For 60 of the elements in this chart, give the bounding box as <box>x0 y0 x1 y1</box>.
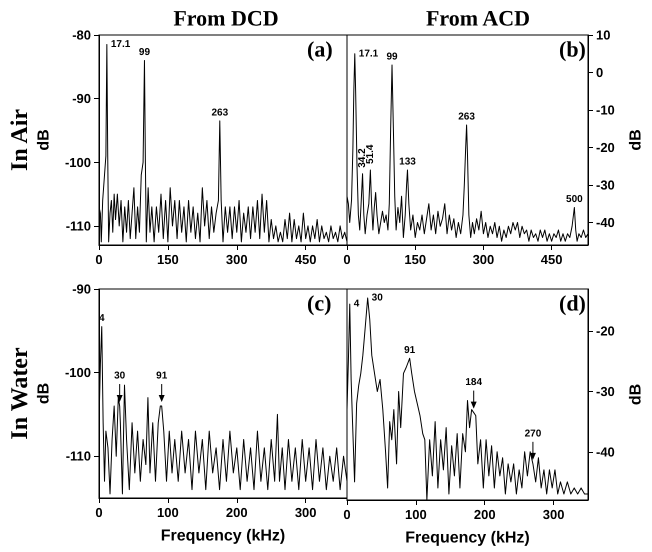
x-tick-label: 300 <box>472 252 494 267</box>
x-tick-label: 0 <box>343 252 351 267</box>
x-tick-label: 100 <box>157 505 179 520</box>
annotation: (c) <box>307 290 332 316</box>
annotation: 99 <box>138 46 150 58</box>
x-tick-label: 200 <box>474 507 496 522</box>
annotation: (a) <box>307 36 333 62</box>
annotation: 17.1 <box>358 48 379 60</box>
annotation: 91 <box>156 370 168 382</box>
y-tick-label: -90 <box>72 282 91 296</box>
y-tick-label: 0 <box>596 65 604 80</box>
annotation: 270 <box>524 428 542 440</box>
y-tick-label: -90 <box>72 91 91 106</box>
annotation: 4 <box>354 298 360 310</box>
x-tick-label: 200 <box>226 505 248 520</box>
x-tick-label: 0 <box>343 507 351 522</box>
y-tick-label: -40 <box>596 215 615 230</box>
y-tick-label: 10 <box>596 28 610 42</box>
y-tick-label: -110 <box>66 218 91 234</box>
y-axis-title: In Air dB <box>7 108 52 172</box>
chart-title: From DCD <box>173 6 279 30</box>
annotation: 30 <box>372 292 384 304</box>
y-tick-label: -40 <box>596 444 615 460</box>
x-tick-label: 0 <box>95 252 103 267</box>
annotation: (b) <box>559 36 586 62</box>
x-axis-title: Frequency (kHz) <box>405 530 530 546</box>
x-axis-title: Frequency (kHz) <box>160 528 286 544</box>
x-tick-label: 100 <box>405 507 427 522</box>
annotation: 30 <box>114 370 126 382</box>
x-tick-label: 150 <box>404 252 426 267</box>
chart-title: From ACD <box>426 6 530 30</box>
x-tick-label: 300 <box>226 252 248 267</box>
annotation: 500 <box>566 194 584 205</box>
annotation: 133 <box>399 156 416 168</box>
annotation: 51.4 <box>364 144 376 164</box>
y-tick-label: -110 <box>66 448 91 464</box>
x-tick-label: 450 <box>540 252 562 267</box>
x-tick-label: 300 <box>294 505 317 520</box>
annotation: 184 <box>465 377 482 388</box>
y-axis-title: In Water dB <box>7 347 52 440</box>
annotation: (d) <box>559 290 586 316</box>
annotation: 17.1 <box>110 39 131 50</box>
y-tick-label: -80 <box>72 28 91 42</box>
x-tick-label: 450 <box>294 252 317 267</box>
y-tick-label: -100 <box>64 365 91 380</box>
y-tick-label: -30 <box>596 384 615 399</box>
y-axis-title: dB <box>628 384 644 406</box>
y-tick-label: -10 <box>596 102 615 118</box>
annotation: 91 <box>404 344 416 356</box>
y-axis-title: dB <box>628 129 644 151</box>
annotation: 263 <box>211 107 229 118</box>
y-tick-label: -20 <box>596 140 615 155</box>
y-tick-label: -20 <box>596 324 615 339</box>
x-tick-label: 300 <box>542 507 564 522</box>
y-tick-label: -100 <box>64 154 91 170</box>
x-tick-label: 150 <box>157 252 179 267</box>
annotation: 99 <box>386 52 398 62</box>
x-tick-label: 0 <box>95 505 103 520</box>
annotation: 263 <box>458 112 476 122</box>
y-tick-label: -30 <box>596 178 615 192</box>
